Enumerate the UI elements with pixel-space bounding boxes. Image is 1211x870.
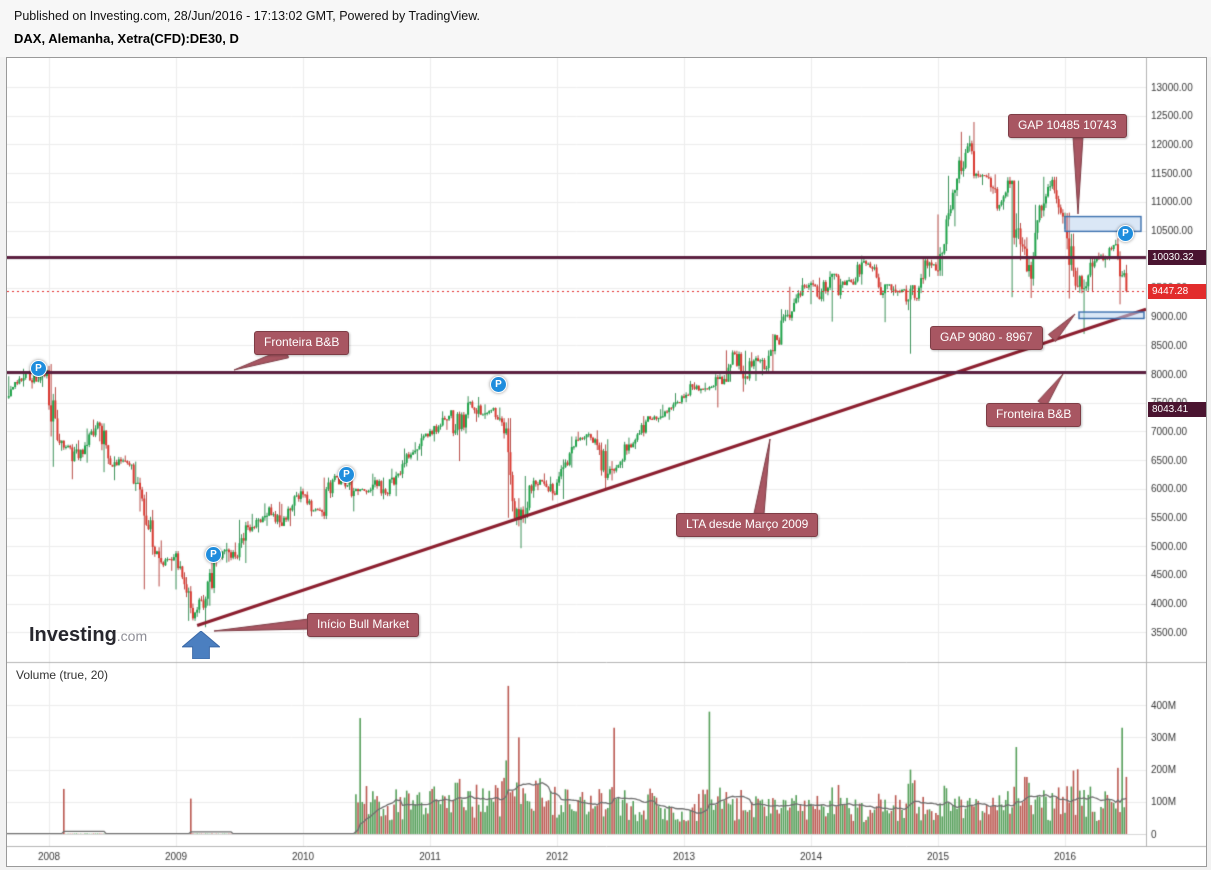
chart-area: Volume (true, 20) Investing.com GAP 1048… — [6, 57, 1207, 867]
publish-marker[interactable]: P — [205, 546, 222, 563]
price-badge-resistance: 10030.32 — [1148, 250, 1206, 265]
annotation-bull-market-start[interactable]: Início Bull Market — [307, 613, 420, 637]
published-line: Published on Investing.com, 28/Jun/2016 … — [14, 9, 481, 23]
bull-start-arrow-icon[interactable] — [181, 630, 221, 664]
publish-marker[interactable]: P — [1117, 225, 1134, 242]
investing-logo: Investing.com — [29, 624, 147, 647]
annotation-lta-trendline[interactable]: LTA desde Março 2009 — [676, 513, 819, 537]
annotation-gap-lower[interactable]: GAP 9080 - 8967 — [930, 326, 1043, 350]
chart-header: Published on Investing.com, 28/Jun/2016 … — [0, 0, 1211, 57]
investing-logo-suffix: .com — [116, 628, 148, 644]
annotation-gap-upper[interactable]: GAP 10485 10743 — [1008, 114, 1127, 138]
publish-marker[interactable]: P — [30, 360, 47, 377]
price-badge-support: 8043.41 — [1148, 402, 1206, 417]
publish-marker[interactable]: P — [338, 466, 355, 483]
annotation-fronteira-left[interactable]: Fronteira B&B — [254, 331, 350, 355]
annotation-fronteira-right[interactable]: Fronteira B&B — [986, 403, 1082, 427]
publish-marker[interactable]: P — [490, 376, 507, 393]
investing-logo-text: Investing — [29, 624, 117, 646]
price-badge-last-price: 9447.28 — [1148, 284, 1206, 299]
price-volume-canvas[interactable] — [7, 58, 1206, 866]
volume-indicator-label[interactable]: Volume (true, 20) — [16, 668, 109, 682]
symbol-title: DAX, Alemanha, Xetra(CFD):DE30, D — [14, 31, 239, 46]
